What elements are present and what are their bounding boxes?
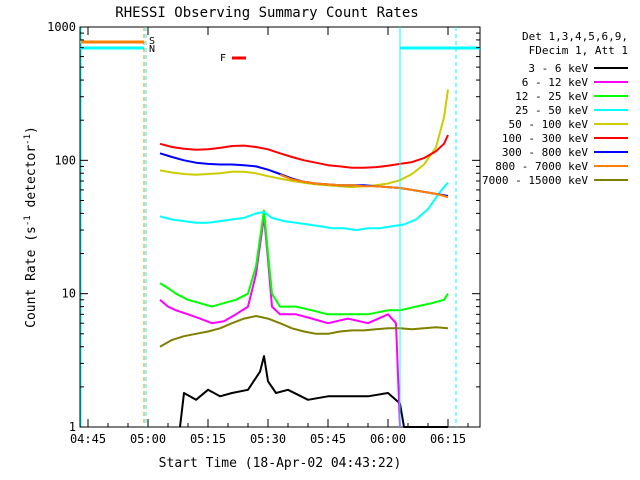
flag-label-s: S [149, 36, 155, 47]
legend-header-line-2: FDecim 1, Att 1 [529, 44, 628, 57]
y-tick-label-0: 1 [69, 420, 76, 434]
series-line-3 [159, 182, 449, 232]
legend-label-0: 3 - 6 keV [528, 62, 588, 75]
legend: Det 1,3,4,5,6,9, FDecim 1, Att 1 3 - 6 k… [482, 30, 628, 187]
plot-frame [79, 26, 481, 428]
x-tick-label-0: 04:45 [70, 432, 106, 446]
series-line-7 [279, 173, 449, 199]
y-tick-label-2: 100 [54, 153, 76, 167]
y-axis-label: Count Rate (s-1 detector-1) [23, 126, 39, 328]
x-axis-label: Start Time (18-Apr-02 04:43:22) [159, 456, 402, 471]
legend-label-5: 100 - 300 keV [502, 132, 588, 145]
legend-label-2: 12 - 25 keV [515, 90, 588, 103]
x-tick-label-6: 06:15 [430, 432, 466, 446]
legend-label-7: 800 - 7000 keV [495, 160, 588, 173]
legend-label-8: 7000 - 15000 keV [482, 174, 588, 187]
y-axis: 1 10 100 1000 [47, 20, 480, 434]
x-tick-label-2: 05:15 [190, 432, 226, 446]
legend-label-4: 50 - 100 keV [509, 118, 589, 131]
flag-label-n: N [149, 44, 155, 55]
series-line-5 [159, 134, 449, 169]
series-line-0 [179, 355, 448, 428]
y-tick-label-1: 10 [62, 287, 76, 301]
legend-label-6: 300 - 800 keV [502, 146, 588, 159]
x-tick-label-3: 05:30 [250, 432, 286, 446]
x-tick-label-5: 06:00 [370, 432, 406, 446]
legend-label-3: 25 - 50 keV [515, 104, 588, 117]
x-tick-label-4: 05:45 [310, 432, 346, 446]
chart-title: RHESSI Observing Summary Count Rates [115, 5, 418, 21]
x-axis: 04:45 05:00 05:15 05:30 05:45 06:00 06:15 [70, 27, 469, 446]
legend-label-1: 6 - 12 keV [522, 76, 589, 89]
y-tick-label-3: 1000 [47, 20, 76, 34]
x-tick-label-1: 05:00 [130, 432, 166, 446]
flag-label-f: F [220, 53, 226, 64]
observing-flags: SN F [80, 27, 480, 427]
legend-header-line-1: Det 1,3,4,5,6,9, [522, 30, 628, 43]
